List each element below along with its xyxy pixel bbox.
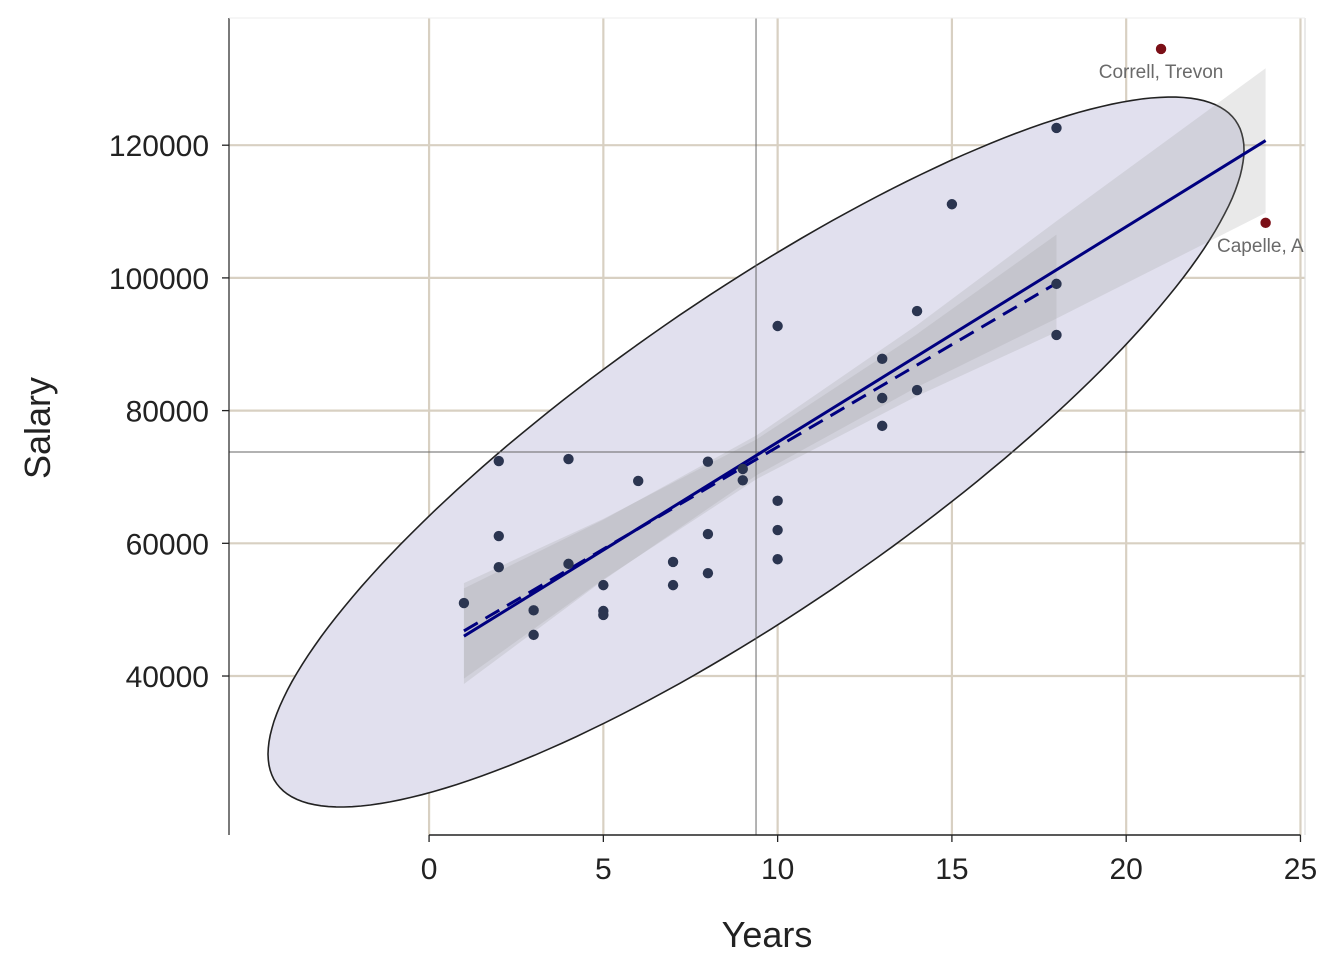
- x-tick-label: 5: [595, 853, 612, 886]
- data-point: [946, 199, 958, 210]
- data-point: [737, 463, 748, 475]
- data-point: [876, 420, 888, 432]
- data-point: [667, 556, 679, 568]
- data-point: [702, 567, 714, 579]
- data-point: [911, 384, 923, 396]
- confidence-band-all: [463, 68, 1266, 684]
- data-point: [911, 305, 923, 317]
- data-point: [667, 579, 679, 591]
- plot-area: Correll, Trevon Capelle, Ad: [229, 18, 1314, 835]
- x-tick-label: 15: [935, 853, 968, 886]
- y-tick-label: 60000: [126, 528, 209, 561]
- y-axis-label: Salary: [17, 377, 58, 479]
- data-point: [737, 475, 748, 486]
- data-point: [772, 320, 783, 332]
- confidence-band-without-outliers: [463, 234, 1057, 679]
- x-tick-label: 25: [1284, 853, 1317, 886]
- data-point: [876, 392, 888, 404]
- data-point: [702, 456, 714, 467]
- data-point: [598, 609, 609, 621]
- data-point: [1051, 329, 1062, 341]
- y-tick-label: 100000: [109, 263, 209, 296]
- x-tick-label: 0: [421, 853, 438, 886]
- data-point: [528, 629, 539, 641]
- data-point: [563, 558, 574, 570]
- data-point: [458, 597, 470, 609]
- data-point: [493, 455, 504, 467]
- y-tick-label: 40000: [126, 661, 209, 694]
- data-point: [528, 605, 539, 616]
- axes: 0 5 10 15 20 25 40000 60000 80000 100000 120000: [109, 17, 1317, 886]
- x-axis-label: Years: [722, 914, 813, 955]
- data-point: [772, 524, 783, 536]
- outlier-point: [1155, 43, 1167, 55]
- data-point: [1051, 122, 1062, 134]
- x-tick-label: 10: [761, 853, 794, 886]
- data-point: [633, 475, 644, 487]
- outlier-point: [1260, 217, 1271, 229]
- outlier-label: Correll, Trevon: [1099, 62, 1224, 83]
- data-point: [563, 453, 574, 465]
- data-point: [493, 530, 504, 542]
- data-point: [702, 528, 714, 540]
- data-point: [1051, 278, 1062, 290]
- y-tick-label: 80000: [126, 396, 209, 429]
- y-tick-label: 120000: [109, 130, 209, 163]
- data-point: [493, 562, 504, 573]
- data-point: [772, 495, 783, 507]
- data-point: [876, 353, 888, 365]
- data-point: [772, 554, 783, 565]
- data-point: [598, 579, 609, 591]
- x-tick-label: 20: [1110, 853, 1143, 886]
- outlier-label: Capelle, Ad: [1217, 236, 1314, 257]
- regression-line-without-outliers: [463, 281, 1058, 633]
